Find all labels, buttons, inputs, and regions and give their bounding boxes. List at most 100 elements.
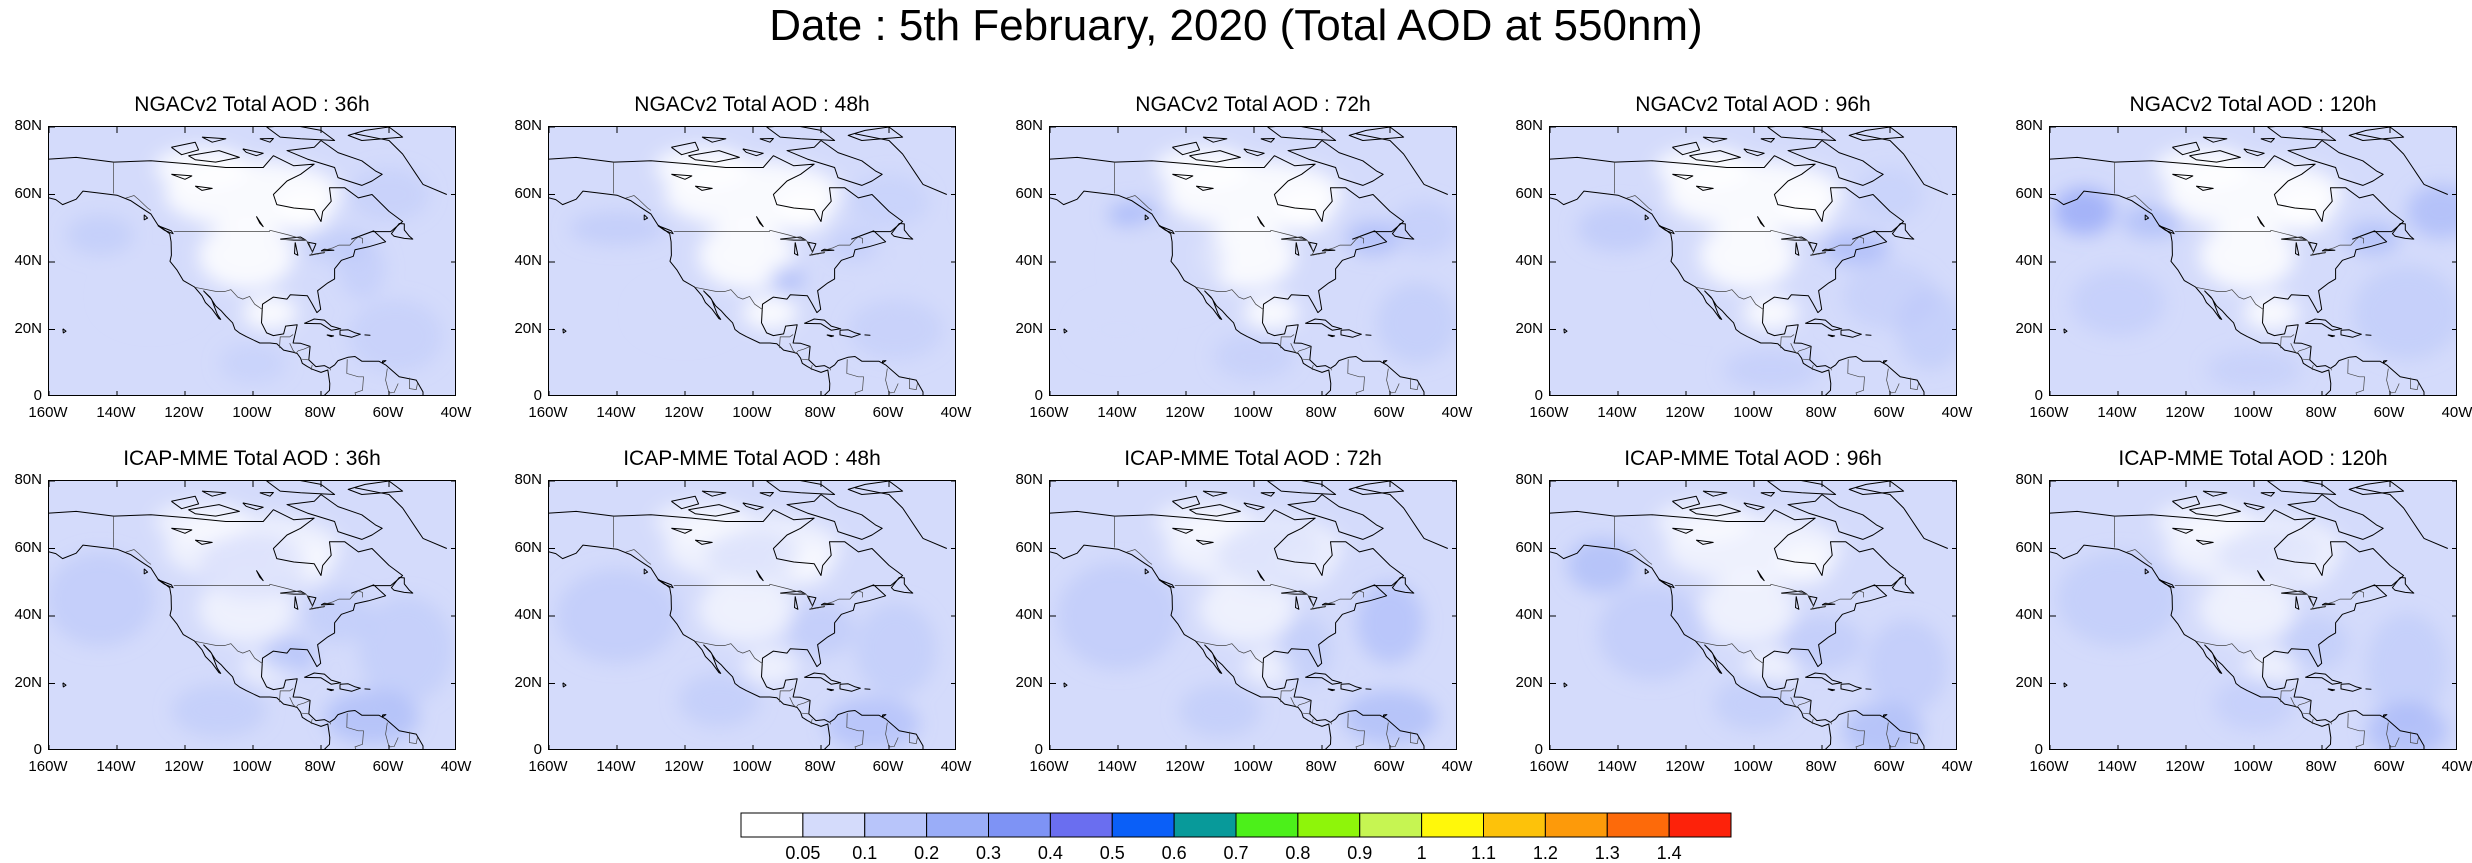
colorbar-swatch — [1484, 813, 1546, 837]
lon-tick-label: 100W — [728, 405, 776, 421]
lat-tick-label: 60N — [1003, 186, 1043, 202]
lon-tick-label: 100W — [2229, 405, 2277, 421]
aod-plume — [199, 532, 308, 600]
panel-title: ICAP-MME Total AOD : 96h — [1529, 447, 1977, 471]
colorbar-label: 1.2 — [1520, 844, 1570, 862]
lat-tick-label: 20N — [502, 675, 542, 691]
lon-tick-label: 120W — [1661, 759, 1709, 775]
lon-tick-label: 100W — [228, 405, 276, 421]
aod-plume — [66, 215, 134, 256]
map-panel — [1049, 126, 1457, 396]
aod-plume — [1723, 350, 1818, 391]
colorbar-label: 0.1 — [840, 844, 890, 862]
aod-plume — [2053, 188, 2114, 235]
lat-tick-label: 0 — [2003, 742, 2043, 758]
lon-tick-label: 120W — [1661, 405, 1709, 421]
colorbar-swatch — [1669, 813, 1731, 837]
lon-tick-label: 60W — [864, 759, 912, 775]
lon-tick-label: 40W — [2433, 759, 2472, 775]
lat-tick-label: 20N — [2, 675, 42, 691]
lon-tick-label: 80W — [1297, 405, 1345, 421]
colorbar-label: 0.8 — [1273, 844, 1323, 862]
aod-map — [1550, 481, 1957, 750]
lon-tick-label: 160W — [2025, 759, 2073, 775]
lon-tick-label: 120W — [1161, 759, 1209, 775]
lon-tick-label: 100W — [1729, 759, 1777, 775]
panel-title: ICAP-MME Total AOD : 48h — [528, 447, 976, 471]
lat-tick-label: 0 — [1003, 742, 1043, 758]
colorbar-swatch — [1545, 813, 1607, 837]
colorbar-label: 1 — [1397, 844, 1447, 862]
aod-map — [1050, 127, 1457, 396]
lon-tick-label: 80W — [1797, 405, 1845, 421]
lon-tick-label: 40W — [1933, 405, 1981, 421]
aod-map — [49, 127, 456, 396]
lat-tick-label: 60N — [2, 540, 42, 556]
colorbar-swatch — [803, 813, 865, 837]
lat-tick-label: 80N — [2, 118, 42, 134]
lon-tick-label: 60W — [1365, 405, 1413, 421]
lat-tick-label: 60N — [2003, 540, 2043, 556]
colorbar-swatch — [1050, 813, 1112, 837]
aod-plume — [637, 286, 732, 340]
lon-tick-label: 100W — [2229, 759, 2277, 775]
lat-tick-label: 20N — [1003, 675, 1043, 691]
aod-plume — [1856, 168, 1924, 222]
figure-title: Date : 5th February, 2020 (Total AOD at … — [0, 2, 2472, 50]
lon-tick-label: 120W — [660, 759, 708, 775]
lat-tick-label: 40N — [2003, 607, 2043, 623]
colorbar-swatch — [1174, 813, 1236, 837]
map-panel — [2049, 126, 2457, 396]
lon-tick-label: 40W — [1433, 405, 1481, 421]
aod-plume — [1598, 586, 1707, 681]
lon-tick-label: 140W — [1593, 759, 1641, 775]
aod-plume — [103, 265, 198, 326]
aod-plume — [2213, 677, 2295, 731]
lon-tick-label: 140W — [2093, 759, 2141, 775]
lon-tick-label: 40W — [1433, 759, 1481, 775]
aod-low-region — [743, 650, 797, 684]
colorbar-swatch — [1422, 813, 1484, 837]
lon-tick-label: 120W — [2161, 405, 2209, 421]
aod-plume — [1376, 282, 1457, 363]
lon-tick-label: 120W — [160, 759, 208, 775]
lon-tick-label: 140W — [92, 405, 140, 421]
colorbar-label: 0.9 — [1335, 844, 1385, 862]
lat-tick-label: 40N — [1003, 607, 1043, 623]
lat-tick-label: 0 — [2, 742, 42, 758]
colorbar-swatches — [740, 812, 1732, 838]
lon-tick-label: 160W — [1525, 405, 1573, 421]
lon-tick-label: 60W — [2365, 405, 2413, 421]
lat-tick-label: 40N — [1503, 607, 1543, 623]
lon-tick-label: 80W — [2297, 759, 2345, 775]
panel-title: NGACv2 Total AOD : 48h — [528, 93, 976, 117]
aod-low-region — [243, 296, 297, 330]
lon-tick-label: 40W — [932, 405, 980, 421]
aod-plume — [2206, 350, 2301, 391]
aod-plume — [1217, 522, 1326, 590]
lat-tick-label: 60N — [2, 186, 42, 202]
lat-tick-label: 80N — [1003, 118, 1043, 134]
lon-tick-label: 140W — [1093, 405, 1141, 421]
aod-map — [549, 127, 956, 396]
panel-title: NGACv2 Total AOD : 72h — [1029, 93, 1477, 117]
colorbar-label: 0.5 — [1087, 844, 1137, 862]
aod-plume — [848, 299, 943, 360]
lat-tick-label: 40N — [2003, 253, 2043, 269]
aod-plume — [1057, 562, 1179, 670]
aod-plume — [2057, 552, 2179, 647]
lon-tick-label: 100W — [1729, 405, 1777, 421]
lat-tick-label: 40N — [2, 253, 42, 269]
aod-map — [1050, 481, 1457, 750]
lon-tick-label: 80W — [796, 405, 844, 421]
lon-tick-label: 60W — [364, 405, 412, 421]
aod-plume — [855, 603, 937, 698]
aod-plume — [219, 343, 287, 384]
aod-plume — [1115, 215, 1224, 310]
colorbar-label: 0.6 — [1149, 844, 1199, 862]
aod-map — [2050, 481, 2457, 750]
aod-plume — [1713, 677, 1795, 731]
aod-plume — [260, 640, 314, 674]
lat-tick-label: 60N — [502, 540, 542, 556]
lat-tick-label: 0 — [2, 388, 42, 404]
